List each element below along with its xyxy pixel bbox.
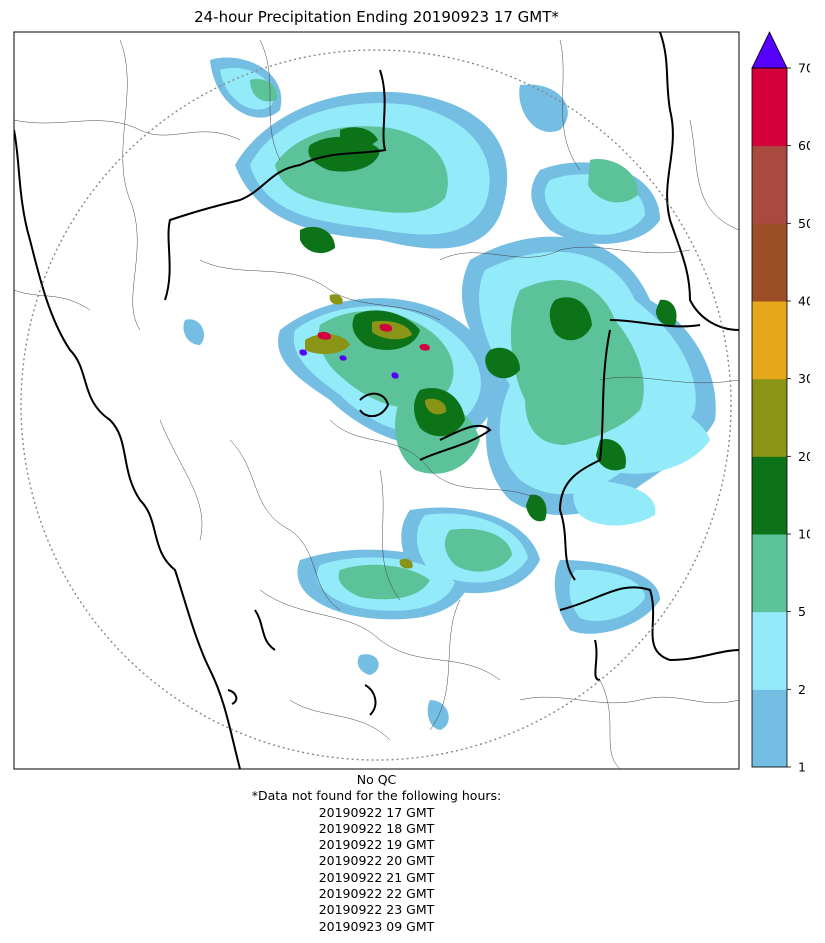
missing-hour: 20190922 20 GMT (318, 853, 435, 869)
colorbar-tick-label: 2 (798, 682, 806, 697)
colorbar-bin (752, 456, 787, 535)
colorbar-bin (752, 611, 787, 690)
missing-data-header: *Data not found for the following hours: (251, 788, 502, 804)
colorbar-tick-label: 30 (798, 371, 810, 386)
missing-hour: 20190922 18 GMT (318, 820, 435, 836)
colorbar-bin (752, 68, 787, 147)
colorbar-bin (752, 689, 787, 768)
colorbar-bin (752, 301, 787, 380)
missing-hour: 20190923 09 GMT (318, 918, 435, 934)
colorbar-tick-label: 40 (798, 294, 810, 309)
state-boundaries (14, 32, 739, 769)
colorbar-extend-triangle (751, 31, 788, 69)
colorbar-bin (752, 223, 787, 302)
colorbar-tick-label: 50 (798, 216, 810, 231)
colorbar-tick-label: 20 (798, 449, 810, 464)
missing-hour: 20190922 17 GMT (318, 804, 435, 820)
colorbar-tick-label: 1 (798, 760, 806, 774)
colorbar-bin (752, 378, 787, 457)
colorbar-bin (752, 534, 787, 613)
notes-block: No QC *Data not found for the following … (14, 772, 739, 935)
missing-hour: 20190922 22 GMT (318, 886, 435, 902)
colorbar-tick-label: 70 (798, 61, 810, 76)
map-title: 24-hour Precipitation Ending 20190923 17… (194, 8, 559, 26)
precipitation-field (183, 57, 716, 730)
missing-hour: 20190922 21 GMT (318, 869, 435, 885)
missing-hour: 20190922 23 GMT (318, 902, 435, 918)
colorbar-frame (751, 67, 788, 768)
district-boundaries (14, 39, 739, 769)
qc-label: No QC (356, 772, 397, 787)
radar-range-ring (20, 49, 732, 761)
missing-hour: 20190922 19 GMT (318, 837, 435, 853)
colorbar-tick-label: 60 (798, 138, 810, 153)
colorbar-tick-label: 10 (798, 527, 810, 542)
colorbar: 1 2 5 10 20 30 40 50 60 70 (751, 31, 810, 774)
colorbar-tick-label: 5 (798, 604, 806, 619)
colorbar-bin (752, 145, 787, 224)
